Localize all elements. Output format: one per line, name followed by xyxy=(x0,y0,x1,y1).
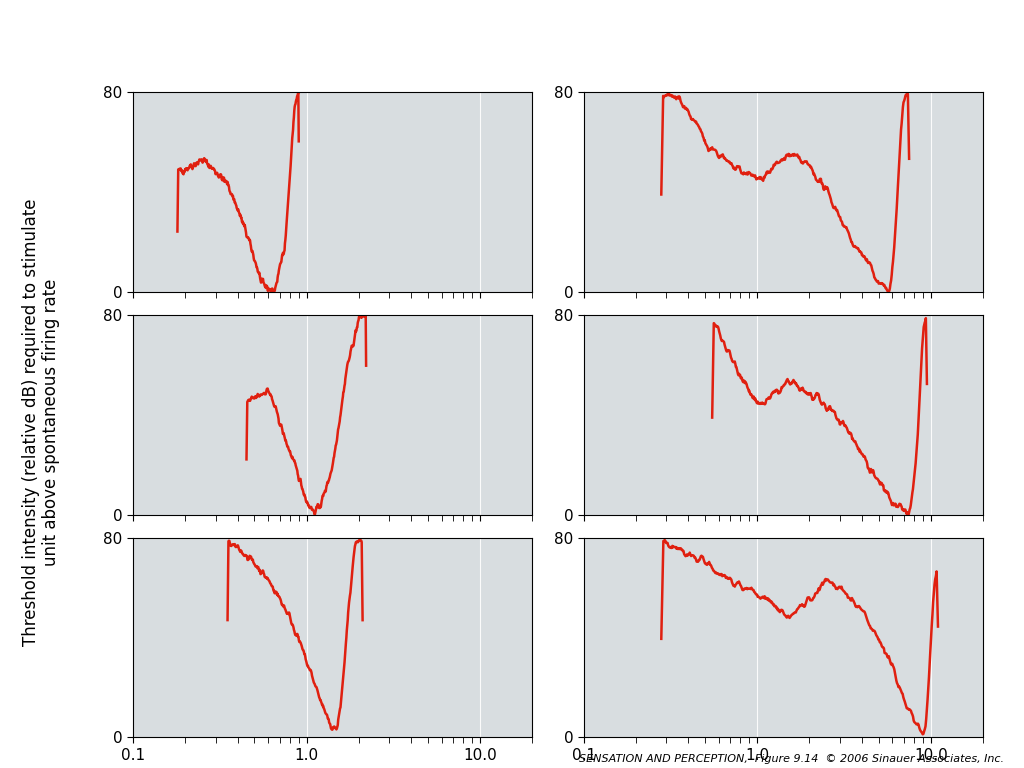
Text: Threshold intensity (relative dB) required to stimulate
unit above spontaneous f: Threshold intensity (relative dB) requir… xyxy=(22,199,60,646)
Text: SENSATION AND PERCEPTION,  Figure 9.14  © 2006 Sinauer Associates, Inc.: SENSATION AND PERCEPTION, Figure 9.14 © … xyxy=(579,754,1004,764)
